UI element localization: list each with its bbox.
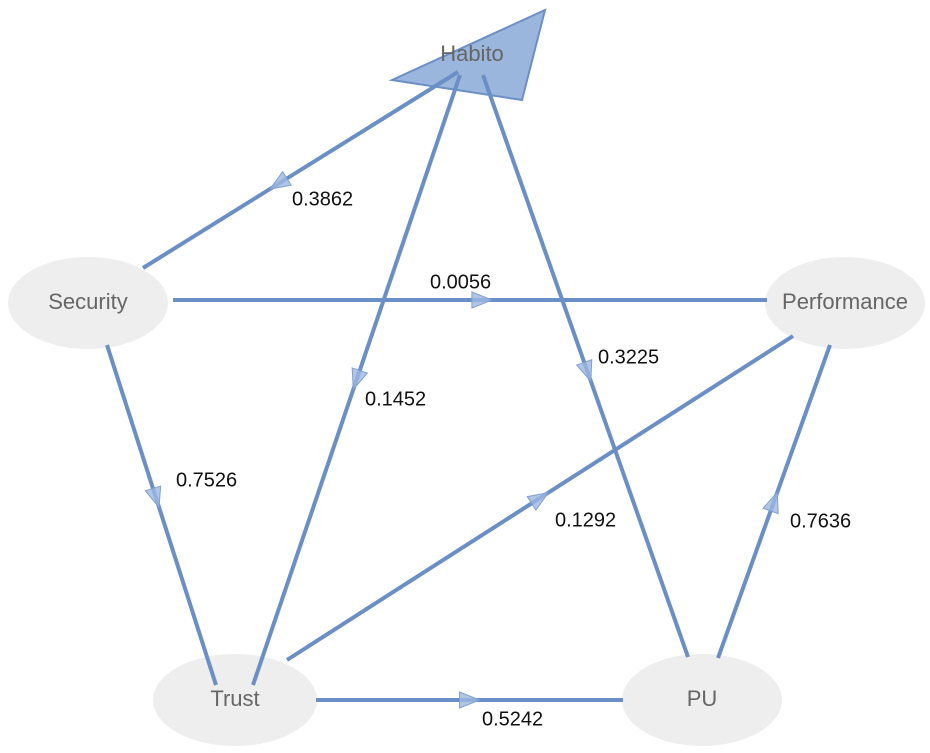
- edge-label: 0.1292: [555, 509, 616, 531]
- edge-label: 0.3862: [292, 188, 353, 210]
- security-node: [8, 257, 168, 349]
- edge-label: 0.0056: [430, 271, 491, 293]
- edge-arrow: [471, 291, 494, 309]
- node-label: Habito: [440, 41, 504, 66]
- edge-arrow: [459, 691, 481, 709]
- node-label: PU: [687, 686, 718, 711]
- edge-arrow: [526, 491, 550, 512]
- edge-label: 0.5242: [482, 708, 543, 730]
- node-label: Security: [48, 289, 127, 314]
- edge-line: [141, 70, 460, 270]
- edge-arrow: [575, 359, 593, 383]
- edge-arrow: [762, 490, 779, 515]
- trust-node: [153, 654, 317, 746]
- edge-label: 0.1452: [365, 388, 426, 410]
- edge-line: [105, 344, 218, 686]
- edge-label: 0.3225: [598, 346, 659, 368]
- edge-label: 0.7636: [790, 510, 851, 532]
- edge-arrow: [351, 367, 369, 391]
- performance-node: [765, 257, 925, 349]
- edge-label: 0.7526: [176, 469, 237, 491]
- node-label: Performance: [782, 289, 908, 314]
- edge-arrow: [144, 485, 162, 509]
- edge-arrow: [268, 170, 292, 190]
- node-label: Trust: [210, 686, 259, 711]
- pu-node: [622, 654, 782, 746]
